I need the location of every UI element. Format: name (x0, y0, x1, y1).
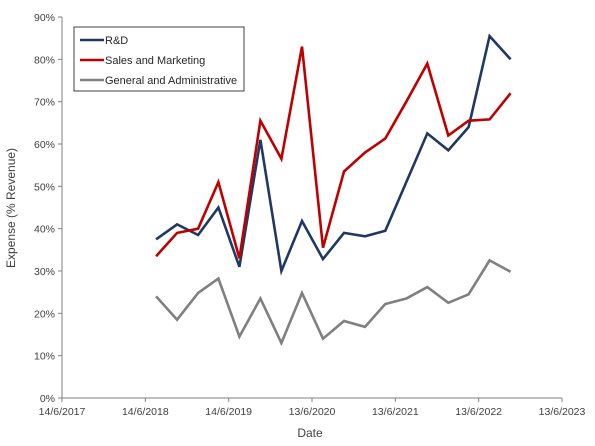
y-tick-label: 80% (34, 54, 55, 66)
legend-label: General and Administrative (105, 75, 237, 87)
y-tick-label: 70% (34, 97, 55, 109)
x-tick-label: 14/6/2018 (122, 406, 169, 418)
y-tick-label: 10% (34, 351, 55, 363)
series-line-2 (155, 46, 512, 259)
legend-label: R&D (105, 35, 128, 47)
y-tick-label: 90% (34, 12, 55, 24)
y-tick-label: 0% (40, 393, 55, 405)
x-tick-label: 14/6/2019 (205, 406, 252, 418)
x-tick-label: 13/6/2022 (455, 406, 502, 418)
series-line-3 (155, 258, 512, 347)
y-tick-label: 40% (34, 224, 55, 236)
x-tick-label: 14/6/2017 (39, 406, 86, 418)
legend-label: Sales and Marketing (105, 55, 205, 67)
y-tick-label: 30% (34, 266, 55, 278)
y-axis-title: Expense (% Revenue) (4, 148, 18, 268)
x-axis-title: Date (297, 426, 323, 440)
series-layer (155, 33, 512, 347)
x-tick-label: 13/6/2023 (539, 406, 586, 418)
y-tick-label: 60% (34, 139, 55, 151)
y-tick-label: 50% (34, 181, 55, 193)
axes: 0% 10% 20% 30% 40% 50% 60% 70% 80% 90% 14/6/2017 14… (34, 12, 586, 418)
x-tick-label: 13/6/2021 (372, 406, 419, 418)
legend: R&D Sales and Marketing General and Admini… (73, 26, 245, 92)
y-tick-label: 20% (34, 308, 55, 320)
x-tick-label: 13/6/2020 (289, 406, 336, 418)
series-line-1 (155, 33, 512, 276)
